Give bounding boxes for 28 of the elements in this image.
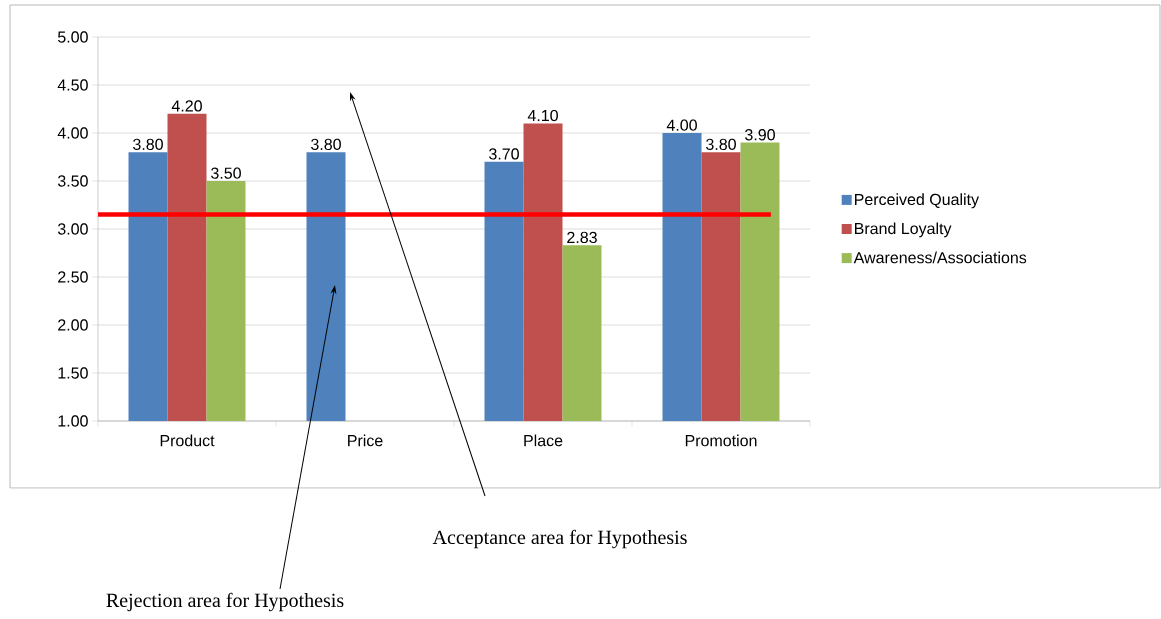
y-tick-label: 4.00 xyxy=(57,127,88,139)
y-tick-label: 3.50 xyxy=(57,175,88,187)
legend-label: Perceived Quality xyxy=(855,193,980,209)
data-label: 2.83 xyxy=(567,231,597,244)
data-label: 4.00 xyxy=(666,119,697,131)
data-label: 3.80 xyxy=(311,138,341,150)
y-tick-label: 1.50 xyxy=(58,367,88,379)
x-tick-label: Product xyxy=(160,434,215,447)
text: Rejection area for Hypothesis xyxy=(106,592,344,612)
x-tick-label: Place xyxy=(524,434,563,447)
data-label: 3.70 xyxy=(489,148,519,160)
legend-label: Awareness/Associations xyxy=(853,251,1027,264)
data-label: 4.20 xyxy=(171,100,202,112)
x-tick-label: Price xyxy=(348,434,383,447)
data-label: 3.90 xyxy=(745,129,775,141)
y-tick-label: 3.00 xyxy=(57,223,88,235)
legend-label: Brand Loyalty xyxy=(855,222,952,238)
text: Acceptance area for Hypothesis xyxy=(432,529,687,549)
y-tick-label: 5.00 xyxy=(57,31,88,43)
data-label: 3.80 xyxy=(133,138,163,150)
x-tick-label: Promotion xyxy=(685,434,757,447)
y-tick-label: 2.00 xyxy=(58,319,88,331)
y-tick-label: 1.00 xyxy=(58,415,88,427)
y-tick-label: 4.50 xyxy=(57,79,88,91)
data-label: 3.80 xyxy=(706,138,736,150)
y-tick-label: 2.50 xyxy=(58,271,88,283)
data-label: 3.50 xyxy=(211,167,241,179)
data-label: 4.10 xyxy=(527,109,558,122)
